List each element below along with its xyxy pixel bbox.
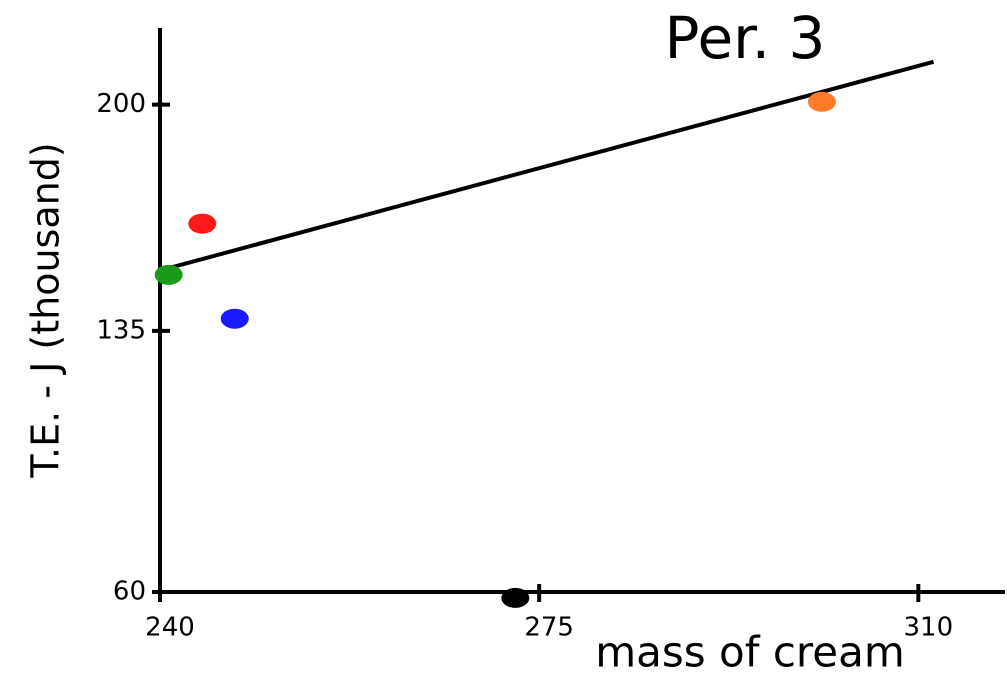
y-tick-label: 135: [96, 315, 146, 345]
x-tick-label: 275: [524, 613, 574, 643]
data-point: [188, 214, 216, 234]
x-tick-label: 310: [904, 613, 954, 643]
data-point: [221, 309, 249, 329]
y-tick-label: 60: [113, 577, 146, 607]
chart-title: Per. 3: [665, 4, 826, 72]
y-axis-label: T.E. - J (thousand): [24, 142, 68, 478]
data-point: [808, 92, 836, 112]
data-point: [155, 265, 183, 285]
y-tick-label: 200: [96, 89, 146, 119]
chart: Per. 3 mass of cream T.E. - J (thousand)…: [0, 0, 1007, 689]
x-axis-label: mass of cream: [595, 628, 905, 677]
x-tick-label: 240: [145, 613, 195, 643]
data-point: [501, 588, 529, 608]
